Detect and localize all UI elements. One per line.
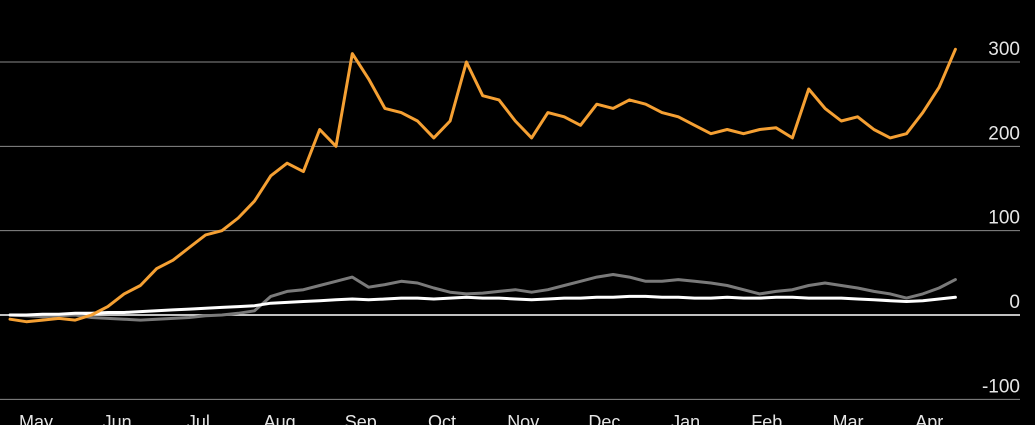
series-line-1: [8, 273, 957, 322]
y-tick-label: 200: [988, 123, 1020, 144]
x-tick-label: Jan: [671, 412, 700, 425]
x-axis-tick-labels: May Jun Jul Aug Sep Oct Nov Dec Jan Feb Mar Apr: [19, 412, 943, 425]
x-tick-label: Jun: [103, 412, 132, 425]
y-tick-label: 100: [988, 208, 1020, 229]
x-tick-label: Apr: [915, 412, 943, 425]
y-tick-label: 0: [1009, 292, 1020, 313]
x-tick-label: Mar: [833, 412, 864, 425]
x-tick-label: Oct: [428, 412, 456, 425]
x-tick-label: Sep: [345, 412, 377, 425]
gridlines: [0, 61, 1020, 400]
x-tick-label: Dec: [588, 412, 620, 425]
x-tick-label: Feb: [751, 412, 782, 425]
x-tick-label: Aug: [264, 412, 296, 425]
y-tick-label: -100: [982, 376, 1020, 397]
x-tick-label: May: [19, 412, 53, 425]
series-line-2: [8, 294, 957, 317]
y-tick-label: 300: [988, 39, 1020, 60]
series-lines: [8, 47, 957, 324]
x-tick-label: Jul: [187, 412, 210, 425]
x-tick-label: Nov: [507, 412, 539, 425]
y-axis-tick-labels: -100 0 100 200 300: [982, 39, 1020, 397]
series-line-0: [8, 47, 957, 324]
